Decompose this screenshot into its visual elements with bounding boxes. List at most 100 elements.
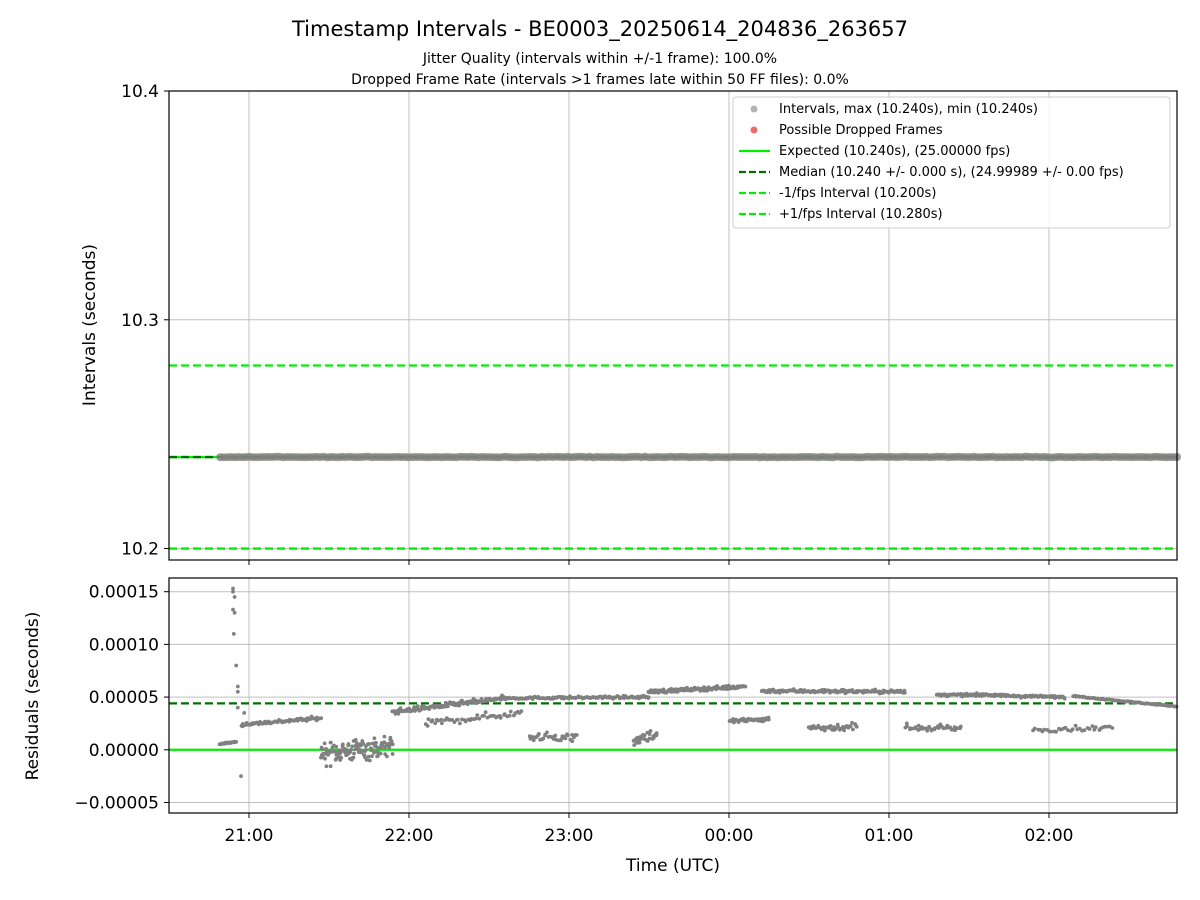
dropped-frame-subtitle: Dropped Frame Rate (intervals >1 frames …	[351, 72, 849, 88]
residual-outlier-point	[235, 705, 240, 710]
residual-point	[483, 710, 488, 715]
residual-point	[426, 717, 431, 721]
residual-point	[654, 733, 659, 738]
residual-point	[828, 724, 833, 728]
residual-point	[452, 720, 457, 724]
residual-point	[353, 738, 358, 742]
residual-outlier-point	[231, 607, 235, 612]
residual-point	[460, 698, 464, 703]
residual-point	[436, 718, 441, 723]
residual-point	[440, 721, 444, 726]
residual-point	[541, 736, 546, 741]
residual-point	[475, 713, 480, 717]
residual-point	[537, 732, 541, 736]
residual-point	[323, 756, 327, 761]
residuals-x-tick-label: 23:00	[545, 826, 594, 846]
intervals-y-tick-label: 10.2	[121, 540, 159, 560]
residual-point	[359, 749, 364, 754]
residual-point	[385, 754, 389, 759]
residual-point	[842, 728, 846, 733]
residual-outlier-point	[232, 610, 237, 615]
residual-point	[474, 716, 478, 721]
residual-point	[1049, 729, 1054, 734]
residuals-y-tick-label: 0.00000	[89, 741, 159, 761]
residuals-y-axis-label: Residuals (seconds)	[23, 612, 43, 781]
residual-point	[370, 747, 374, 752]
intervals-plot-frame	[168, 90, 1178, 561]
residual-point	[1090, 724, 1095, 728]
residual-point	[433, 721, 438, 726]
residual-outlier-point	[242, 711, 247, 715]
residual-point	[635, 738, 640, 743]
residual-point	[498, 716, 503, 720]
residual-point	[1087, 727, 1092, 731]
residual-outlier-point	[232, 595, 237, 599]
residual-point	[1054, 729, 1058, 734]
legend-label-dropped: Possible Dropped Frames	[779, 123, 943, 138]
residual-point	[836, 724, 840, 729]
legend: Intervals, max (10.240s), min (10.240s) …	[732, 96, 1171, 229]
residual-point	[463, 719, 468, 724]
residual-point	[1042, 727, 1047, 732]
residual-point	[507, 713, 512, 718]
residual-point	[339, 755, 343, 760]
residual-point	[646, 695, 651, 700]
chart-title: Timestamp Intervals - BE0003_20250614_20…	[291, 17, 908, 42]
x-axis-label: Time (UTC)	[625, 856, 720, 876]
residual-point	[927, 724, 931, 729]
residual-point	[328, 740, 333, 745]
residual-point	[328, 764, 333, 769]
residual-point	[632, 743, 637, 747]
residuals-x-tick-label: 22:00	[385, 826, 434, 846]
residual-point	[570, 739, 575, 744]
legend-box	[732, 96, 1171, 229]
intervals-x-ticks	[248, 560, 1050, 565]
residual-point	[851, 727, 855, 732]
residual-point	[380, 743, 385, 747]
residual-point	[460, 717, 464, 722]
residual-point	[1062, 696, 1067, 701]
jitter-quality-subtitle: Jitter Quality (intervals within +/-1 fr…	[422, 51, 777, 67]
residual-point	[387, 745, 392, 750]
intervals-y-ticks: 10.2 10.3 10.4	[121, 82, 169, 560]
residual-point	[936, 726, 941, 730]
residual-point	[338, 751, 343, 755]
residual-point	[389, 739, 394, 743]
residual-point	[346, 742, 351, 746]
residual-point	[376, 754, 380, 758]
legend-label-plus-fps: +1/fps Interval (10.280s)	[779, 207, 943, 222]
residual-outlier-point	[231, 586, 235, 591]
residual-point	[916, 723, 921, 728]
residual-point	[502, 712, 507, 717]
residual-point	[390, 742, 395, 747]
residual-point	[574, 733, 579, 737]
residual-point	[913, 725, 918, 730]
residual-point	[332, 749, 336, 753]
residual-point	[390, 752, 395, 756]
residuals-points	[217, 586, 1179, 778]
residual-point	[361, 742, 366, 746]
residual-point	[1032, 726, 1037, 731]
residual-point	[415, 704, 420, 709]
residual-point	[854, 724, 859, 729]
residual-point	[382, 734, 387, 739]
residual-point	[320, 747, 325, 752]
residual-point	[482, 713, 486, 718]
residual-point	[531, 738, 536, 743]
residuals-y-ticks: 0.00015 0.00010 0.00005 0.00000 −0.00005	[74, 583, 169, 813]
residual-point	[324, 764, 329, 769]
residuals-x-tick-label: 21:00	[225, 826, 274, 846]
residual-point	[354, 741, 359, 746]
residual-point	[1110, 726, 1115, 730]
residual-point	[334, 744, 339, 749]
legend-label-expected: Expected (10.240s), (25.00000 fps)	[779, 144, 1010, 159]
residual-point	[351, 755, 356, 760]
residual-point	[929, 727, 934, 732]
residuals-x-ticks: 21:00 22:00 23:00 00:00 01:00 02:00	[225, 813, 1074, 846]
residual-point	[850, 721, 854, 725]
residuals-panel: 0.00015 0.00010 0.00005 0.00000 −0.00005 21:…	[23, 577, 1179, 876]
residual-point	[455, 717, 460, 722]
residual-point	[563, 736, 568, 741]
residual-point	[378, 751, 383, 756]
residual-point	[367, 758, 372, 763]
